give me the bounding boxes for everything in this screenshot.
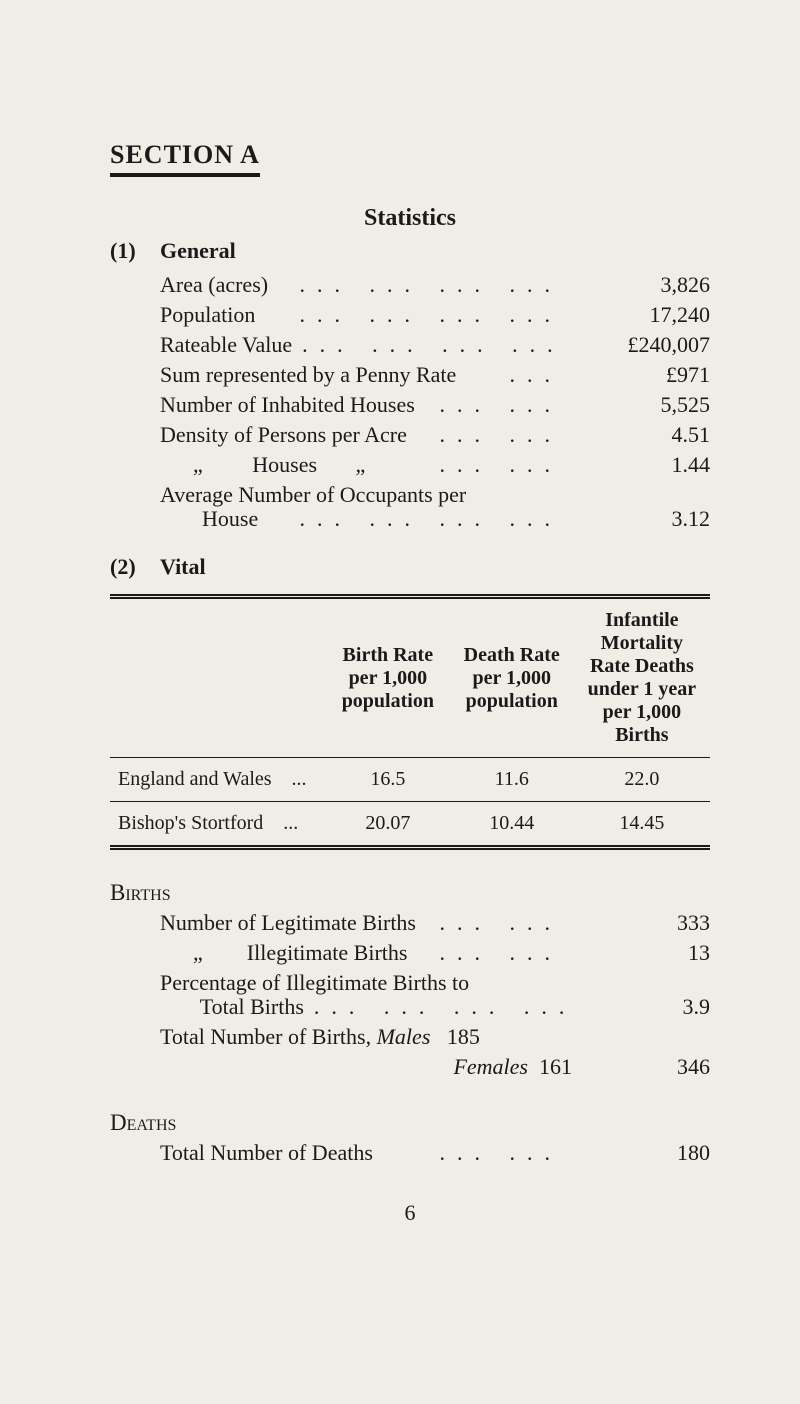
stat-label: Number of Inhabited Houses — [160, 392, 415, 418]
leader-dots: ... ... ... ... — [292, 332, 572, 358]
stat-row: Density of Persons per Acre ... ... 4.51 — [160, 422, 710, 448]
births-males-label: Total Number of Births, Males 185 — [160, 1024, 480, 1050]
stat-row: Total Number of Deaths ... ... 180 — [160, 1140, 710, 1166]
stat-value: £971 — [572, 362, 710, 388]
leader-dots: ... — [456, 362, 572, 388]
stat-value: 5,525 — [572, 392, 710, 418]
table-cell: 16.5 — [326, 758, 450, 802]
table-cell: 10.44 — [450, 802, 574, 848]
leader-dots: ... ... — [373, 1140, 572, 1166]
stat-value: £240,007 — [572, 332, 710, 358]
leader-dots: ... ... — [416, 910, 572, 936]
subsection-1-num: (1) — [110, 238, 160, 264]
stat-label: Rateable Value — [160, 332, 292, 358]
stat-value: 180 — [572, 1140, 710, 1166]
avg-occupants-line2: House — [202, 506, 258, 532]
stat-value: 333 — [572, 910, 710, 936]
deaths-stats: Total Number of Deaths ... ... 180 — [110, 1140, 710, 1166]
subsection-1-label: General — [160, 238, 236, 264]
avg-occupants-line1: Average Number of Occupants per — [160, 482, 466, 508]
statistics-heading: Statistics — [110, 205, 710, 232]
table-row-label: Bishop's Stortford ... — [110, 802, 326, 848]
stat-label: Number of Legitimate Births — [160, 910, 416, 936]
pct-line1: Percentage of Illegitimate Births to — [160, 970, 469, 996]
deaths-heading: Deaths — [110, 1110, 710, 1136]
leader-dots: ... ... — [365, 452, 572, 478]
stat-row-avg-line2: House ... ... ... ... 3.12 — [160, 506, 710, 532]
stat-row-pct-line1: Percentage of Illegitimate Births to — [160, 970, 710, 996]
col-infant-mortality: Infantile Mortality Rate Deaths under 1 … — [574, 597, 710, 758]
stat-row: „ Houses „ ... ... 1.44 — [160, 452, 710, 478]
leader-dots: ... ... ... ... — [255, 302, 572, 328]
births-stats: Number of Legitimate Births ... ... 333 … — [110, 910, 710, 1080]
subsection-2-num: (2) — [110, 554, 160, 580]
stat-label: Total Number of Deaths — [160, 1140, 373, 1166]
stat-label: „ Illegitimate Births — [160, 940, 407, 966]
stat-row: „ Illegitimate Births ... ... 13 — [160, 940, 710, 966]
subsection-2-label: Vital — [160, 554, 206, 580]
stat-value: 4.51 — [572, 422, 710, 448]
subsection-1-header: (1) General — [110, 238, 710, 264]
stat-row-pct-line2: Total Births ... ... ... ... 3.9 — [160, 994, 710, 1020]
section-heading: SECTION A — [110, 140, 260, 177]
stat-value: 1.44 — [572, 452, 710, 478]
pct-line2: Total Births — [200, 994, 304, 1020]
leader-dots: ... ... — [407, 422, 572, 448]
leader-dots: ... ... ... ... — [268, 272, 572, 298]
page-number: 6 — [110, 1200, 710, 1226]
stat-row-avg-line1: Average Number of Occupants per — [160, 482, 710, 508]
births-females-row: Females 161 346 — [160, 1054, 710, 1080]
leader-dots: ... ... — [407, 940, 572, 966]
stat-row: Population ... ... ... ... 17,240 — [160, 302, 710, 328]
col-birth-rate: Birth Rate per 1,000 population — [326, 597, 450, 758]
stat-label: Population — [160, 302, 255, 328]
stat-row: Number of Legitimate Births ... ... 333 — [160, 910, 710, 936]
table-row-label: England and Wales ... — [110, 758, 326, 802]
stat-row: Area (acres) ... ... ... ... 3,826 — [160, 272, 710, 298]
stat-row: Number of Inhabited Houses ... ... 5,525 — [160, 392, 710, 418]
stat-label: Density of Persons per Acre — [160, 422, 407, 448]
general-stats: Area (acres) ... ... ... ... 3,826 Popul… — [110, 272, 710, 532]
stat-label: Area (acres) — [160, 272, 268, 298]
stat-value: 3,826 — [572, 272, 710, 298]
col-death-rate: Death Rate per 1,000 population — [450, 597, 574, 758]
table-cell: 22.0 — [574, 758, 710, 802]
stat-label: Sum represented by a Penny Rate — [160, 362, 456, 388]
stat-row: Sum represented by a Penny Rate ... £971 — [160, 362, 710, 388]
stat-value: 3.12 — [572, 506, 710, 532]
table-cell: 11.6 — [450, 758, 574, 802]
stat-value: 17,240 — [572, 302, 710, 328]
table-cell: 20.07 — [326, 802, 450, 848]
leader-dots: ... ... — [415, 392, 572, 418]
table-cell: 14.45 — [574, 802, 710, 848]
stat-label: „ Houses „ — [160, 452, 365, 478]
stat-row: Rateable Value ... ... ... ... £240,007 — [160, 332, 710, 358]
stat-value: 3.9 — [572, 994, 710, 1020]
stat-value: 13 — [572, 940, 710, 966]
births-males-row: Total Number of Births, Males 185 — [160, 1024, 710, 1050]
vital-statistics-table: Birth Rate per 1,000 population Death Ra… — [110, 594, 710, 850]
births-heading: Births — [110, 880, 710, 906]
leader-dots: ... ... ... ... — [304, 994, 572, 1020]
subsection-2-header: (2) Vital — [110, 554, 710, 580]
leader-dots: ... ... ... ... — [258, 506, 572, 532]
births-females-label: Females 161 — [453, 1054, 572, 1080]
stat-value: 346 — [572, 1054, 710, 1080]
document-page: SECTION A Statistics (1) General Area (a… — [0, 0, 800, 1266]
